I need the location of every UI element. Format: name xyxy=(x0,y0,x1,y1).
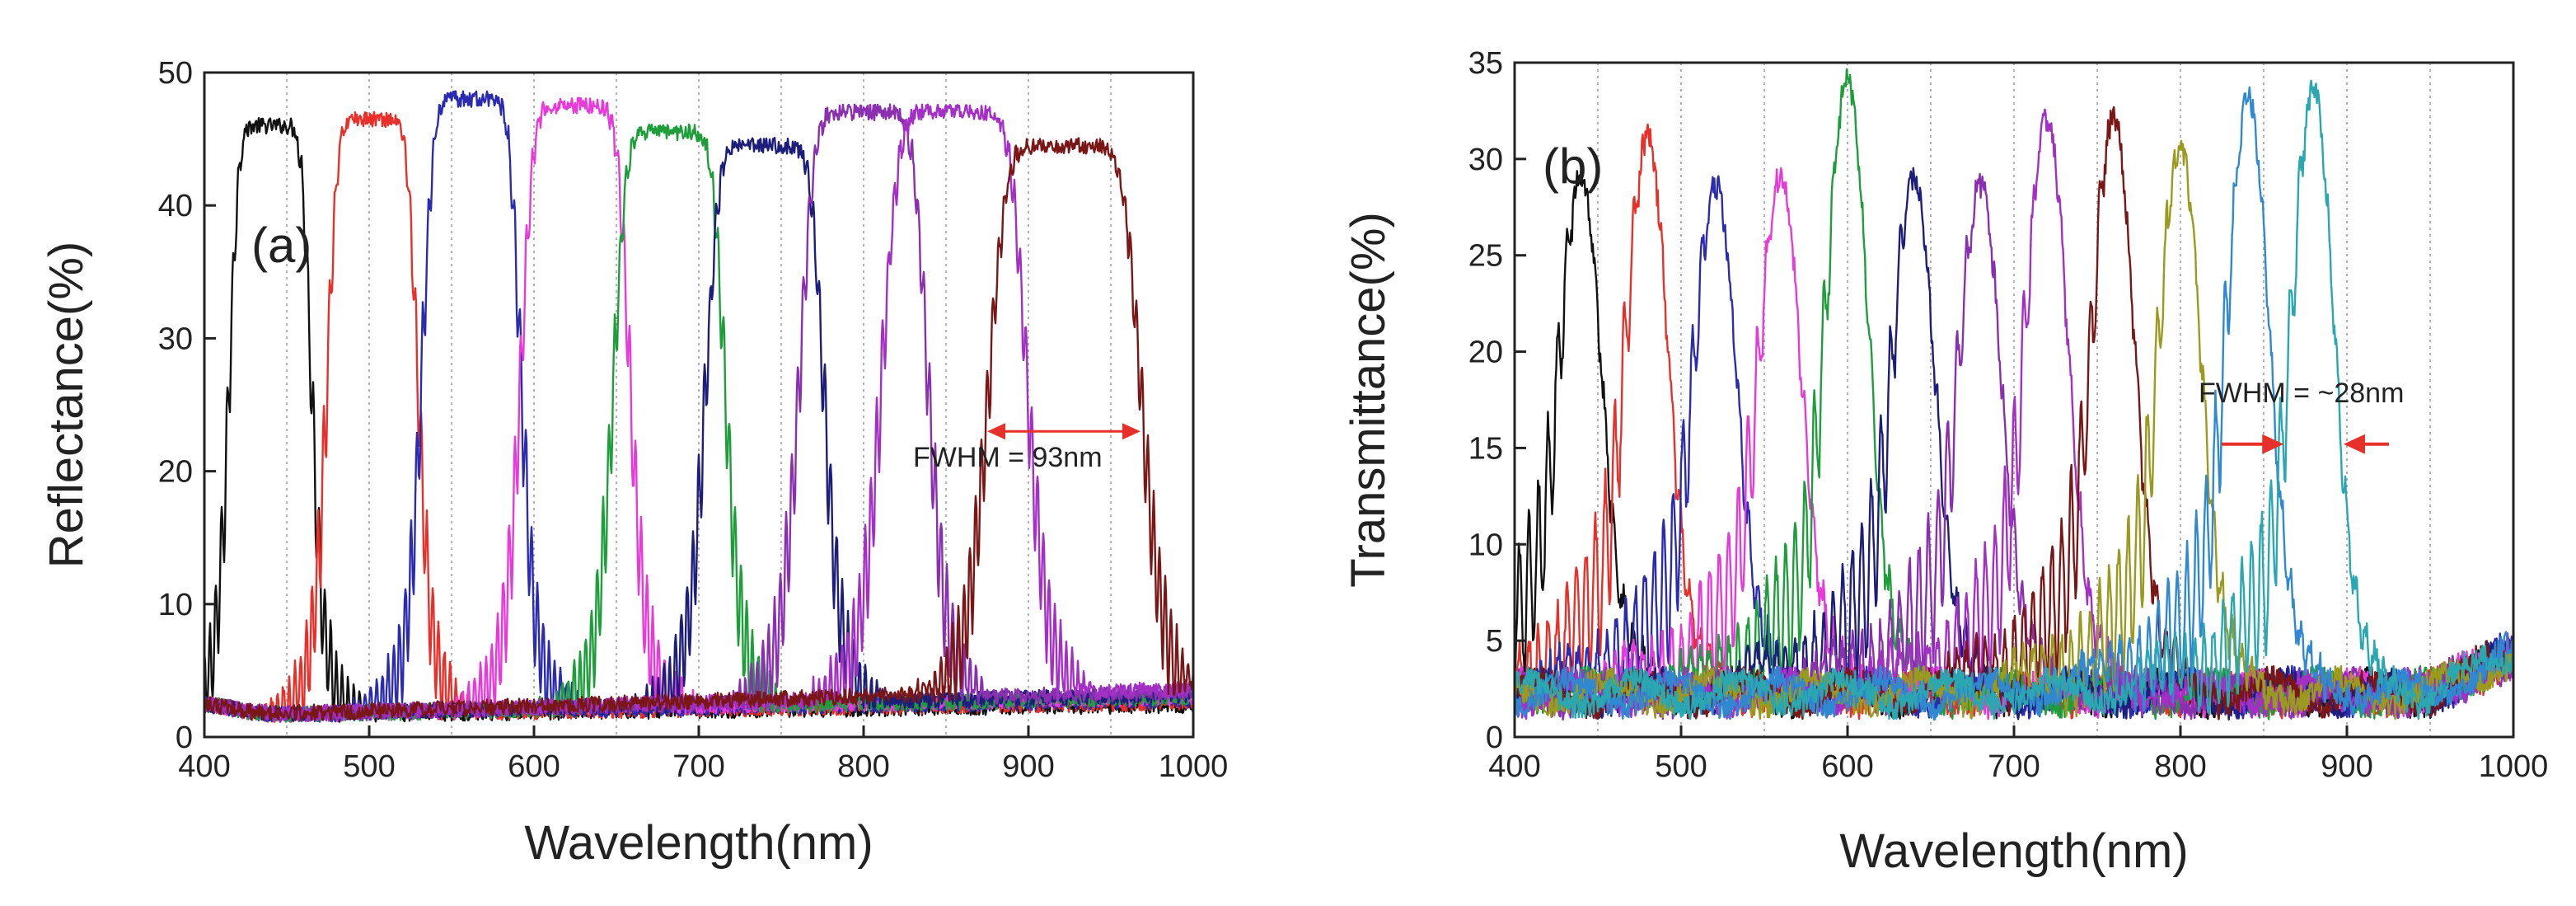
x-tick-label: 1000 xyxy=(1159,749,1229,784)
x-tick-label: 600 xyxy=(508,749,560,784)
y-tick-label: 30 xyxy=(1468,143,1503,177)
panel-b-fwhm-annotation: FWHM = ~28nm xyxy=(2199,378,2404,409)
y-tick-label: 30 xyxy=(158,322,193,356)
panel-a-fwhm-arrow xyxy=(987,423,1140,440)
panel-b-ticks: 400 500 600 700 800 900 1000 0 5 10 15 20 25 30 35 xyxy=(1468,46,2549,784)
series-line-s8 xyxy=(204,103,1193,722)
x-tick-label: 400 xyxy=(178,749,230,784)
series-line-s9 xyxy=(204,137,1193,721)
y-tick-label: 5 xyxy=(1486,624,1503,659)
panel-b-fwhm-arrows xyxy=(2222,434,2389,454)
y-tick-label: 50 xyxy=(158,56,193,91)
panel-a-gridlines xyxy=(286,73,1112,737)
panel-a-series xyxy=(204,90,1193,723)
x-tick-label: 700 xyxy=(672,749,724,784)
y-tick-label: 35 xyxy=(1468,46,1503,81)
y-tick-label: 20 xyxy=(1468,336,1503,370)
panel-a-x-axis-title: Wavelength(nm) xyxy=(524,816,873,870)
y-tick-label: 20 xyxy=(158,455,193,490)
series-line-t11 xyxy=(1515,86,2513,721)
x-tick-label: 1000 xyxy=(2479,749,2549,784)
panel-a-ticks: 400 500 600 700 800 900 1000 0 10 20 30 40 50 xyxy=(158,56,1229,784)
x-tick-label: 800 xyxy=(2154,749,2206,784)
y-tick-label: 0 xyxy=(176,721,193,755)
y-tick-label: 0 xyxy=(1486,721,1503,755)
panel-b-x-axis-title: Wavelength(nm) xyxy=(1839,824,2188,878)
x-tick-label: 800 xyxy=(837,749,889,784)
y-tick-label: 10 xyxy=(158,588,193,622)
x-tick-label: 500 xyxy=(343,749,395,784)
panel-b-label: (b) xyxy=(1543,138,1603,194)
panel-a-label: (a) xyxy=(251,218,311,273)
y-tick-label: 40 xyxy=(158,189,193,223)
x-tick-label: 500 xyxy=(1655,749,1707,784)
x-tick-label: 700 xyxy=(1988,749,2040,784)
x-tick-label: 900 xyxy=(2321,749,2372,784)
panel-a-y-axis-title: Reflectance(%) xyxy=(40,242,93,568)
panel-b-y-axis-title: Transmittance(%) xyxy=(1342,212,1395,588)
x-tick-label: 600 xyxy=(1821,749,1873,784)
panel-a: 400 500 600 700 800 900 1000 0 10 20 30 40 50 (a) FW… xyxy=(40,56,1228,870)
series-line-t12 xyxy=(1515,79,2513,721)
y-tick-label: 10 xyxy=(1468,528,1503,562)
x-tick-label: 400 xyxy=(1488,749,1540,784)
panel-b-series xyxy=(1515,68,2513,721)
y-tick-label: 15 xyxy=(1468,431,1503,466)
y-tick-label: 25 xyxy=(1468,239,1503,274)
x-tick-label: 900 xyxy=(1002,749,1054,784)
panel-a-fwhm-annotation: FWHM = 93nm xyxy=(913,442,1103,473)
panel-b: 400 500 600 700 800 900 1000 0 5 10 15 20 25 30 35 (b)… xyxy=(1342,46,2548,878)
